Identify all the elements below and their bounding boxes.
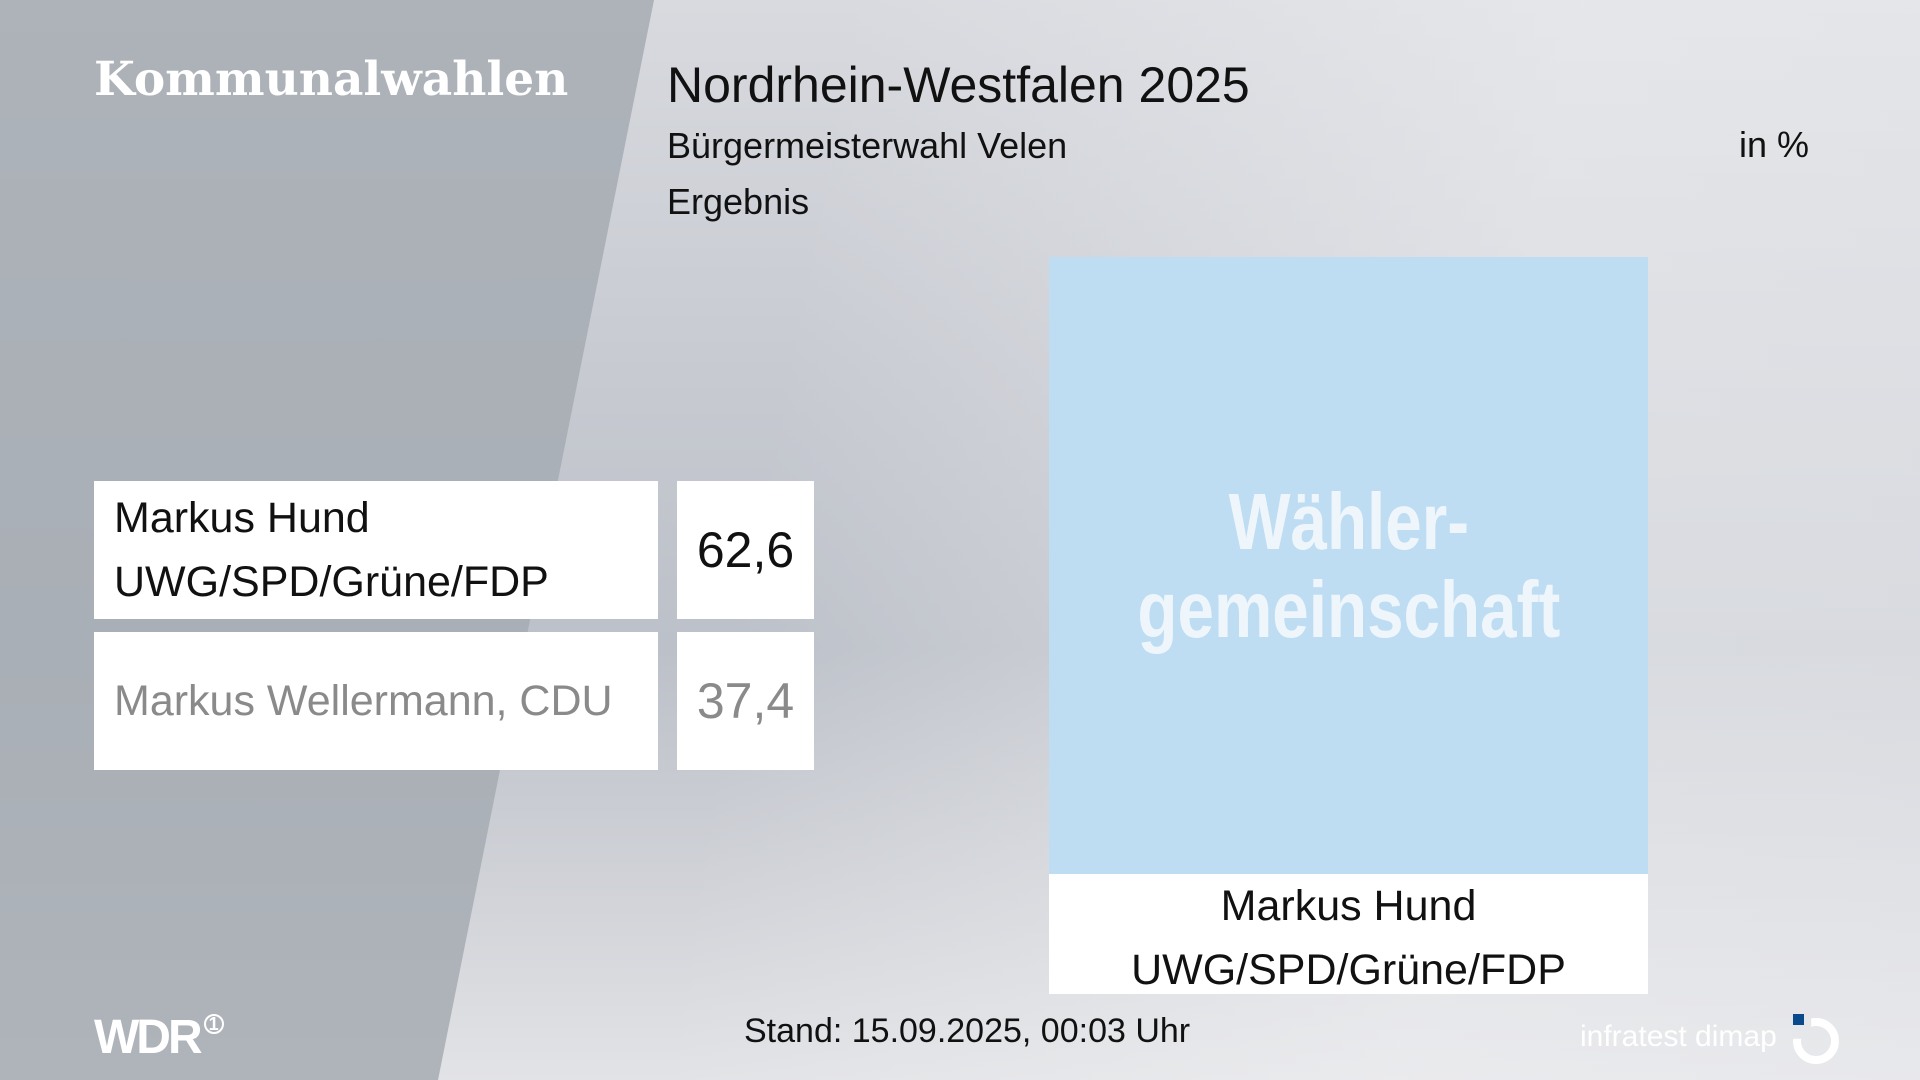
candidate-name: Markus Hund xyxy=(114,494,370,542)
candidate-name: Markus Wellermann, CDU xyxy=(114,677,613,725)
page-title: Nordrhein-Westfalen 2025 xyxy=(667,57,1250,113)
candidate-value: 62,6 xyxy=(677,481,814,619)
result-row: Markus Hund UWG/SPD/Grüne/FDP 62,6 xyxy=(94,481,814,619)
candidate-party: UWG/SPD/Grüne/FDP xyxy=(114,558,549,606)
wdr-logo-text: WDR xyxy=(94,1011,203,1064)
unit-label: in % xyxy=(1739,124,1810,165)
result-row: Markus Wellermann, CDU 37,4 xyxy=(94,632,814,770)
winner-party-type: Wähler- gemeinschaft xyxy=(1137,476,1560,654)
winner-label: Markus Hund UWG/SPD/Grüne/FDP xyxy=(1049,874,1648,994)
winner-party-type-line1: Wähler- xyxy=(1228,476,1469,566)
candidate-name-box: Markus Wellermann, CDU xyxy=(94,632,658,770)
brand-title: Kommunalwahlen xyxy=(94,52,569,107)
page-subtitle: Bürgermeisterwahl Velen xyxy=(667,125,1068,166)
ard-one-icon: 1 xyxy=(203,1014,224,1034)
pollster-logo: infratest dimap xyxy=(1580,1014,1839,1064)
candidate-value: 37,4 xyxy=(677,632,814,770)
page-subtitle-result: Ergebnis xyxy=(667,181,810,222)
timestamp: Stand: 15.09.2025, 00:03 Uhr xyxy=(744,1012,1191,1050)
chart-header: Nordrhein-Westfalen 2025 Bürgermeisterwa… xyxy=(667,52,1250,230)
wdr-logo: WDR 1 xyxy=(94,1010,224,1065)
winner-party: UWG/SPD/Grüne/FDP xyxy=(1131,946,1566,994)
candidate-name-box: Markus Hund UWG/SPD/Grüne/FDP xyxy=(94,481,658,619)
winner-name: Markus Hund xyxy=(1220,882,1477,930)
infratest-dimap-icon xyxy=(1791,1014,1839,1064)
pollster-name: infratest dimap xyxy=(1580,1020,1777,1053)
winner-party-color-block: Wähler- gemeinschaft xyxy=(1049,257,1648,874)
winner-panel: Wähler- gemeinschaft Markus Hund UWG/SPD… xyxy=(1049,257,1648,994)
winner-party-type-line2: gemeinschaft xyxy=(1137,564,1560,654)
